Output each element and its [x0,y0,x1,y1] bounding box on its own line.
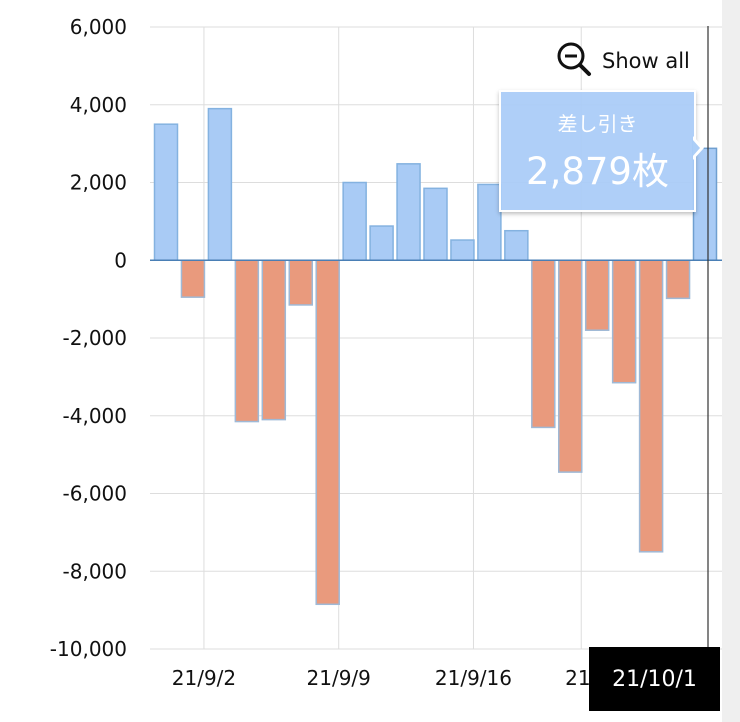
tooltip-pointer-fill [692,139,700,157]
bar-21-9-2[interactable] [180,259,206,298]
bar-21-9-13[interactable] [369,225,394,261]
y-tick-label: -10,000 [50,637,127,661]
y-tick-label: 2,000 [70,171,127,195]
zoom-out-icon [556,41,592,81]
x-tick-label: 21/9/16 [435,666,512,690]
y-tick-label: -6,000 [63,482,127,506]
bar-21-9-3[interactable] [207,107,233,261]
x-axis: 21/9/2 21/9/9 21/9/16 21/ [172,666,598,690]
show-all-button[interactable]: Show all [556,41,690,81]
scrollbar-track [722,0,740,722]
show-all-label: Show all [602,49,690,73]
bar-21-9-14[interactable] [396,163,421,261]
bar-21-9-1[interactable] [153,123,179,261]
bar-21-9-17[interactable] [477,183,502,262]
y-tick-label: -4,000 [63,404,127,428]
data-tooltip: 差し引き 2,879枚 [499,90,696,212]
bar-21-9-24[interactable] [558,259,583,473]
bar-21-10-1[interactable] [692,147,718,261]
bar-21-9-27[interactable] [584,259,610,331]
bar-21-9-7[interactable] [261,259,287,421]
x-tick-label: 21/9/2 [172,666,236,690]
bar-21-9-6[interactable] [234,259,260,423]
y-tick-label: -8,000 [63,559,127,583]
tooltip-label: 差し引き [557,112,638,136]
tooltip-value: 2,879枚 [526,150,669,193]
bar-21-9-15[interactable] [423,187,448,261]
x-tick-label: 21/9/9 [307,666,371,690]
bar-21-9-21[interactable] [504,229,529,262]
bar-21-9-8[interactable] [288,259,313,306]
bar-21-9-28[interactable] [611,259,637,384]
bar-21-9-10[interactable] [342,181,367,261]
crosshair-x-label: 21/10/1 [589,647,720,711]
y-tick-label: 6,000 [70,15,127,39]
bar-21-9-22[interactable] [531,259,556,429]
bar-21-9-30[interactable] [665,259,691,300]
bar-21-9-29[interactable] [638,259,664,553]
y-tick-label: 0 [114,248,127,272]
y-axis: 6,000 4,000 2,000 0 -2,000 -4,000 -6,000 -8,000… [50,15,127,661]
y-tick-label: 4,000 [70,93,127,117]
bar-21-9-9[interactable] [315,259,340,606]
bar-21-9-16[interactable] [450,239,475,262]
y-tick-label: -2,000 [63,326,127,350]
bars [150,107,722,606]
